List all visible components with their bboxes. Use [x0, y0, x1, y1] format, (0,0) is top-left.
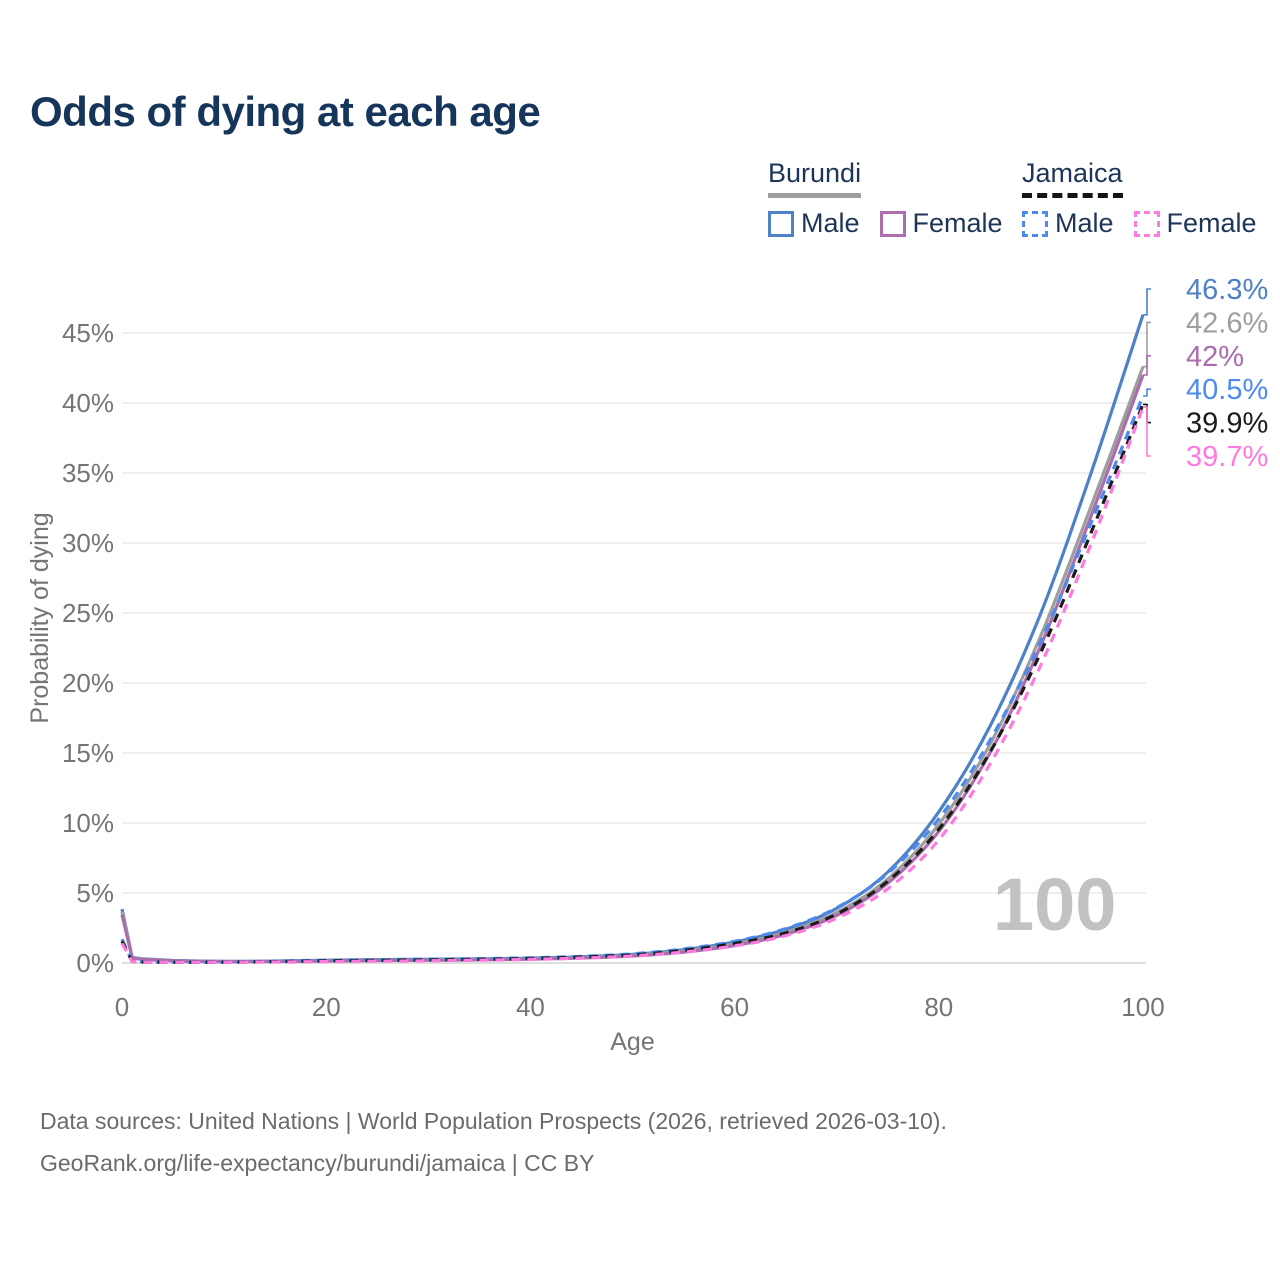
watermark-age-counter: 100 [993, 863, 1117, 946]
end-value-label-burundi-female: 42% [1186, 341, 1244, 373]
y-tick-label: 0% [76, 948, 114, 978]
y-tick-label: 10% [62, 808, 114, 838]
legend-label-jamaica-male: Male [1055, 208, 1114, 238]
series-line-jamaica-female [120, 406, 1145, 964]
legend-label-jamaica-female: Female [1166, 208, 1257, 238]
end-value-label-jamaica-male: 40.5% [1186, 374, 1268, 406]
end-value-label-burundi-male: 46.3% [1186, 274, 1268, 306]
y-tick-label: 20% [62, 668, 114, 698]
series-line-burundi-both-sexes [120, 366, 1145, 964]
y-tick-label: 40% [62, 388, 114, 418]
jamaica-flag-icon [1149, 374, 1179, 404]
y-tick-label: 5% [76, 878, 114, 908]
page-title: Odds of dying at each age [30, 88, 541, 135]
footer: Data sources: United Nations | World Pop… [40, 1100, 947, 1184]
end-label-connector [1143, 355, 1151, 376]
legend-item-burundi-male[interactable]: Male [768, 208, 860, 239]
footer-attribution-line: GeoRank.org/life-expectancy/burundi/jama… [40, 1150, 595, 1176]
legend-item-jamaica-male[interactable]: Male [1022, 208, 1114, 239]
y-tick-label: 25% [62, 598, 114, 628]
legend-label-burundi-female: Female [912, 208, 1003, 238]
legend-group-burundi: Burundi Male Female [768, 158, 1023, 239]
y-tick-label: 30% [62, 528, 114, 558]
jamaica-female-swatch-icon[interactable] [1133, 210, 1160, 237]
x-tick-label: 20 [312, 992, 341, 1022]
end-label-connector [1143, 288, 1151, 316]
end-label-connector [1143, 406, 1151, 457]
legend-items-burundi: Male Female [768, 208, 1023, 239]
burundi-flag-icon [1149, 274, 1179, 304]
jamaica-flag-icon [1149, 441, 1179, 471]
legend-header-jamaica: Jamaica [1022, 158, 1123, 198]
series-line-burundi-male [120, 314, 1145, 963]
end-label-connector [1143, 321, 1151, 368]
series-line-burundi-female [120, 374, 1145, 964]
burundi-flag-icon [1149, 307, 1179, 337]
jamaica-male-swatch-icon[interactable] [1022, 210, 1048, 237]
end-value-label-jamaica-female: 39.7% [1186, 441, 1268, 473]
x-tick-label: 80 [924, 992, 953, 1022]
legend-item-burundi-female[interactable]: Female [879, 208, 1003, 239]
series-line-jamaica-male [120, 395, 1145, 964]
legend-item-jamaica-female[interactable]: Female [1133, 208, 1257, 239]
x-tick-label: 0 [115, 992, 129, 1022]
x-tick-label: 40 [516, 992, 545, 1022]
end-value-label-burundi-both-sexes: 42.6% [1186, 307, 1268, 339]
legend-label-burundi-male: Male [801, 208, 860, 238]
jamaica-flag-icon [1149, 408, 1179, 438]
footer-datasource-line: Data sources: United Nations | World Pop… [40, 1108, 947, 1134]
x-tick-label: 100 [1121, 992, 1164, 1022]
x-tick-label: 60 [720, 992, 749, 1022]
legend-items-jamaica: Male Female [1022, 208, 1277, 239]
x-axis-title: Age [610, 1028, 654, 1056]
end-value-label-jamaica-both-sexes: 39.9% [1186, 408, 1268, 440]
y-axis-title: Probability of dying [26, 512, 54, 723]
legend-group-jamaica: Jamaica Male Female [1022, 158, 1277, 239]
burundi-flag-icon [1149, 341, 1179, 371]
burundi-male-swatch-icon[interactable] [768, 210, 794, 237]
y-tick-label: 45% [62, 318, 114, 348]
legend-header-burundi: Burundi [768, 158, 862, 198]
end-label-connector [1143, 388, 1151, 397]
y-tick-label: 35% [62, 458, 114, 488]
series-line-jamaica-both-sexes [120, 403, 1145, 964]
y-tick-label: 15% [62, 738, 114, 768]
burundi-female-swatch-icon[interactable] [879, 210, 906, 237]
